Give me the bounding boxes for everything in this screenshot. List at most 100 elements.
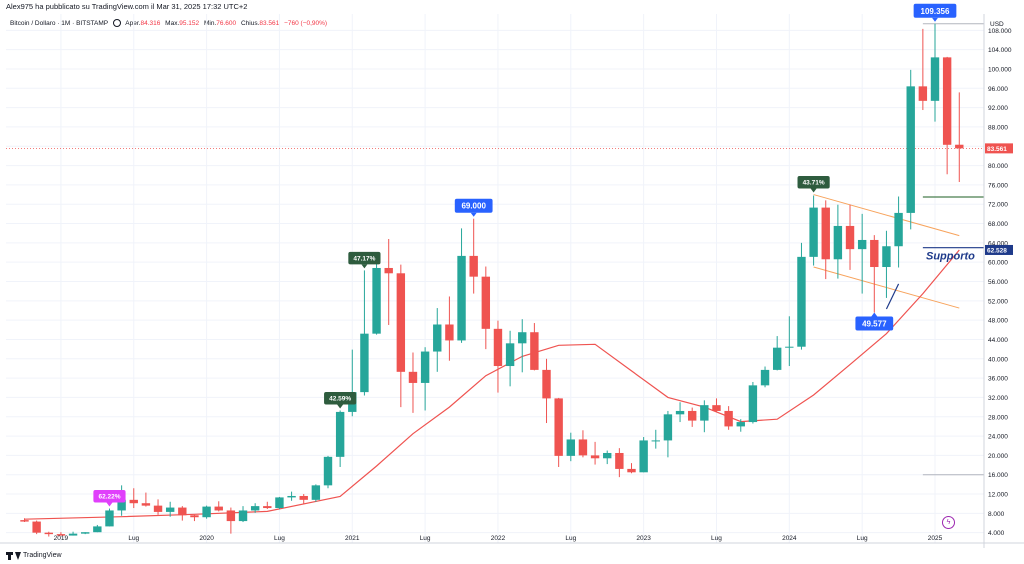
candle <box>785 316 794 367</box>
brand-name: TradingView <box>23 552 62 559</box>
candle <box>942 56 952 175</box>
candle <box>821 200 830 280</box>
candle <box>433 308 442 372</box>
price-tick-label: 20.000 <box>988 453 1008 460</box>
candle-body <box>335 411 345 457</box>
candle-body <box>518 332 527 344</box>
time-axis: 2019 Lug 2020 Lug 2021 Lug 2022 Lug 2023 Lug 2024 L… <box>54 535 943 542</box>
candle-body <box>299 495 308 500</box>
candle-body <box>870 239 879 268</box>
candle <box>348 349 357 417</box>
candle <box>396 264 406 408</box>
callout-label: 62.22% <box>98 494 120 501</box>
candle <box>372 253 381 335</box>
price-badge: 83.561 <box>985 143 1013 154</box>
price-tick-label: 80.000 <box>988 163 1008 170</box>
currency-label: USD <box>990 21 1004 28</box>
candle-body <box>590 455 600 459</box>
candle-body <box>785 346 794 348</box>
candle <box>178 506 187 521</box>
callout-pointer <box>932 17 938 22</box>
candle <box>530 323 539 371</box>
change-value: −760 (−0,90%) <box>284 20 328 27</box>
candle <box>651 429 660 449</box>
price-tick-label: 40.000 <box>988 356 1008 363</box>
close-value: 83.561 <box>259 20 280 27</box>
candle-body <box>214 506 223 511</box>
time-tick-label: 2019 <box>54 535 69 542</box>
candle-body <box>688 410 697 421</box>
price-tick-label: 108.000 <box>988 28 1012 35</box>
candle <box>639 437 648 473</box>
candle <box>44 531 53 537</box>
market-status-icon <box>112 19 121 28</box>
candle <box>845 204 855 270</box>
price-tick-label: 4.000 <box>988 530 1005 537</box>
callout-label: 43.71% <box>803 180 825 187</box>
price-badge: 62.528 <box>985 244 1013 255</box>
time-tick-label: Lug <box>274 535 285 542</box>
candle-body <box>809 207 818 257</box>
candle-body <box>263 506 272 509</box>
price-tick-label: 16.000 <box>988 472 1008 479</box>
candle <box>238 506 248 523</box>
symbol-name[interactable]: Bitcoin / Dollaro · 1M · BITSTAMP <box>10 20 109 27</box>
callout-box <box>93 490 126 503</box>
candle <box>809 195 818 266</box>
candle <box>153 499 163 515</box>
candle-body <box>44 532 53 535</box>
callout-label: 47.17% <box>353 255 375 262</box>
candles <box>20 23 964 537</box>
tradingview-logo-icon <box>6 552 21 560</box>
low-value: 76.600 <box>216 20 237 27</box>
candle-body <box>202 506 211 518</box>
candle <box>505 330 515 387</box>
candle-body <box>445 324 454 341</box>
candle-body <box>117 499 126 511</box>
candle-body <box>469 255 478 277</box>
price-callout: 43.71% <box>797 176 830 193</box>
open-value: 84.316 <box>140 20 161 27</box>
candle-body <box>20 520 29 522</box>
candle-body <box>360 333 369 393</box>
candle-body <box>238 510 248 522</box>
high-value: 95.152 <box>179 20 200 27</box>
candle <box>833 204 843 279</box>
candle <box>615 448 624 478</box>
price-callout: 49.577 <box>855 312 894 331</box>
candle-body <box>918 86 928 101</box>
candle <box>323 455 333 489</box>
flash-icon[interactable]: ϟ <box>942 516 955 529</box>
candle <box>675 402 685 423</box>
price-callout: 69.000 <box>454 198 493 217</box>
price-tick-label: 60.000 <box>988 260 1008 267</box>
candle-body <box>433 324 442 352</box>
callout-pointer <box>470 212 477 217</box>
candle <box>457 228 466 343</box>
candle <box>32 520 41 535</box>
callout-box <box>454 198 493 213</box>
candle-body <box>760 369 770 386</box>
candle <box>335 410 345 467</box>
candle-body <box>530 332 539 370</box>
callout-pointer <box>106 502 113 507</box>
candle <box>760 366 770 388</box>
price-tick-label: 72.000 <box>988 202 1008 209</box>
candle <box>712 398 721 413</box>
price-tick-label: 100.000 <box>988 66 1012 73</box>
price-tick-label: 88.000 <box>988 124 1008 131</box>
candle <box>469 218 478 294</box>
candle <box>360 270 369 396</box>
candle <box>481 266 491 350</box>
tradingview-footer[interactable]: TradingView <box>6 550 62 562</box>
candle-body <box>712 405 721 411</box>
callout-pointer <box>810 188 817 193</box>
candle-body <box>153 505 163 512</box>
open-label: Aper. <box>125 20 141 27</box>
price-badge-label: 62.528 <box>987 247 1007 254</box>
candle-body <box>141 503 151 506</box>
candle-body <box>663 414 673 441</box>
candle <box>918 28 928 111</box>
price-tick-label: 92.000 <box>988 105 1008 112</box>
